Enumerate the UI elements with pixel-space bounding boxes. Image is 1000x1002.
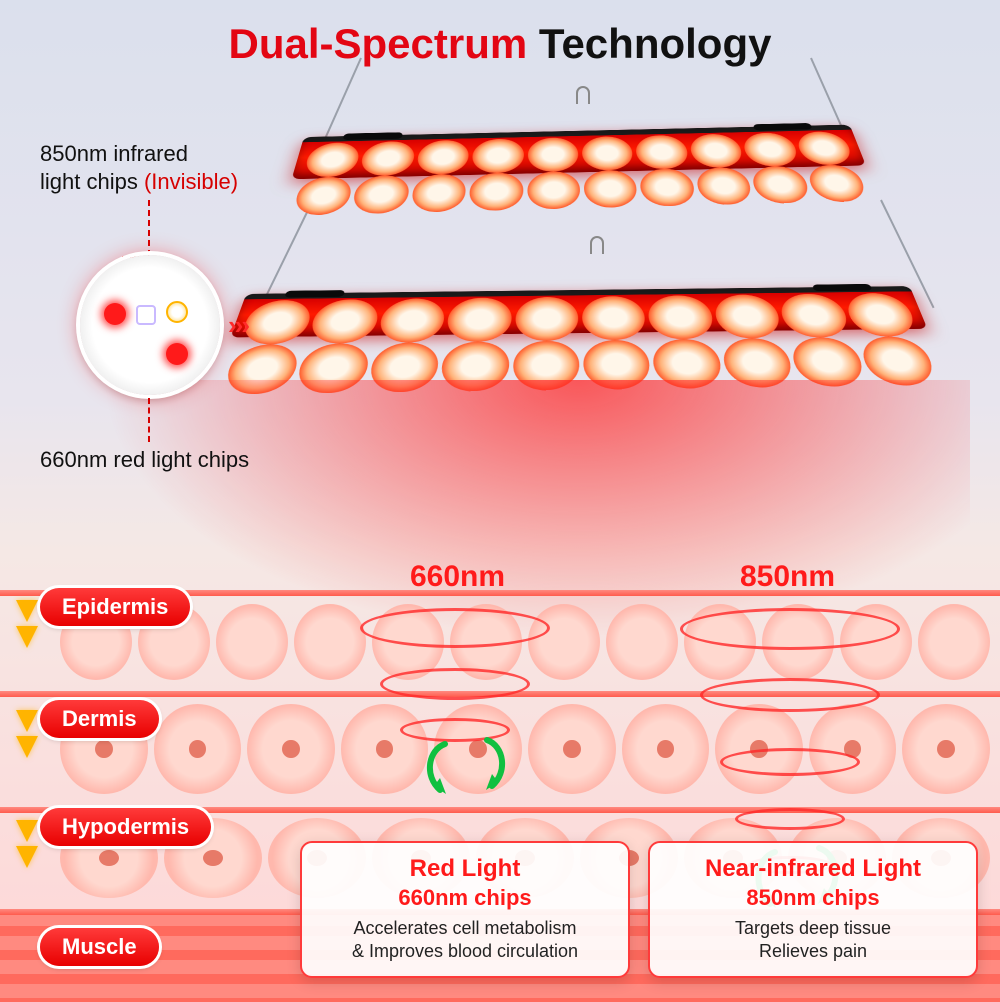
beam-850 — [700, 678, 880, 712]
info-line: Relieves pain — [664, 940, 962, 963]
callout-redchips: 660nm red light chips — [40, 446, 249, 474]
callout-ir-line2: light chips (Invisible) — [40, 168, 238, 196]
chevron-right-icon: ››› — [228, 310, 248, 341]
circulation-arrow-icon — [452, 732, 522, 802]
chip-closeup-icon — [80, 255, 220, 395]
callout-red-line1: 660nm red light chips — [40, 446, 249, 474]
led-panel-bottom — [230, 286, 927, 337]
hook-icon — [576, 86, 590, 104]
title-black: Technology — [527, 20, 771, 67]
info-line: Accelerates cell metabolism — [316, 917, 614, 940]
page-title: Dual-Spectrum Technology — [0, 20, 1000, 68]
info-box-660: Red Light 660nm chips Accelerates cell m… — [300, 841, 630, 978]
info-title: Red Light — [316, 855, 614, 883]
info-box-850: Near-infrared Light 850nm chips Targets … — [648, 841, 978, 978]
beam-660 — [380, 668, 530, 700]
dashed-line — [148, 200, 150, 256]
dashed-line — [148, 398, 150, 442]
layer-tag: Epidermis — [40, 588, 190, 626]
led-panel-top — [292, 125, 866, 180]
beam-850 — [735, 808, 845, 830]
info-title: Near-infrared Light — [664, 855, 962, 883]
info-subtitle: 850nm chips — [664, 885, 962, 911]
callout-ir-line1: 850nm infrared — [40, 140, 238, 168]
wire — [264, 200, 314, 300]
info-line: & Improves blood circulation — [316, 940, 614, 963]
layer-tag: Muscle — [40, 928, 159, 966]
info-subtitle: 660nm chips — [316, 885, 614, 911]
beam-850 — [680, 608, 900, 650]
layer-tag: Dermis — [40, 700, 159, 738]
title-red: Dual-Spectrum — [229, 20, 528, 67]
info-line: Targets deep tissue — [664, 917, 962, 940]
beam-850 — [720, 748, 860, 776]
wire — [323, 58, 361, 141]
layer-tag: Hypodermis — [40, 808, 211, 846]
hook-icon — [590, 236, 604, 254]
callout-infrared: 850nm infrared light chips (Invisible) — [40, 140, 238, 195]
beam-660 — [360, 608, 550, 648]
